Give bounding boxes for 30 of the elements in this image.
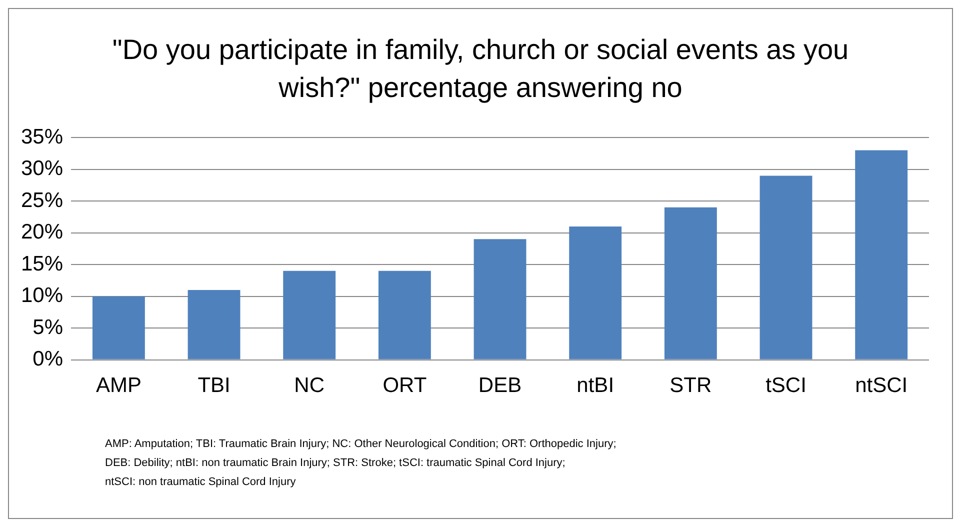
bar <box>569 226 622 360</box>
bar <box>855 150 908 360</box>
y-tick-label: 0% <box>32 348 64 371</box>
y-tick-label: 30% <box>21 157 64 180</box>
x-tick-label: ORT <box>382 374 427 398</box>
x-tick-label: ntSCI <box>855 374 908 398</box>
x-tick-label: ntBI <box>576 374 614 398</box>
x-tick-label: STR <box>670 374 712 398</box>
bar <box>664 207 717 360</box>
text: ntSCI: non traumatic Spinal Cord Injury <box>105 475 297 490</box>
x-tick-label: tSCI <box>766 374 806 398</box>
x-tick-label: AMP <box>96 374 142 398</box>
y-tick-label: 20% <box>21 220 64 244</box>
y-tick-label: 5% <box>32 316 64 339</box>
bar <box>378 270 431 360</box>
y-tick-label: 15% <box>21 252 64 276</box>
y-tick-label: 10% <box>21 284 64 308</box>
text: DEB: Debility; ntBI: non traumatic Brain Injury; STR: Stroke; tSCI: traumatic Spinal Cord Injury; <box>105 456 566 471</box>
x-tick-label: DEB <box>478 374 522 398</box>
y-tick-label: 35% <box>21 125 64 148</box>
x-tick-label: TBI <box>198 374 230 398</box>
chart-title: "Do you participate in family, church or social events as you wish?" percentage answering no <box>111 33 850 105</box>
y-tick-label: 25% <box>21 188 64 212</box>
bar <box>188 290 240 360</box>
bar <box>283 270 336 360</box>
bar <box>760 176 812 360</box>
text: AMP: Amputation; TBI: Traumatic Brain Injury; NC: Other Neurological Condition; ORT: Orthopedic Injury; <box>105 437 618 452</box>
bar <box>474 239 526 360</box>
x-tick-label: NC <box>294 374 325 398</box>
bar <box>92 296 145 360</box>
